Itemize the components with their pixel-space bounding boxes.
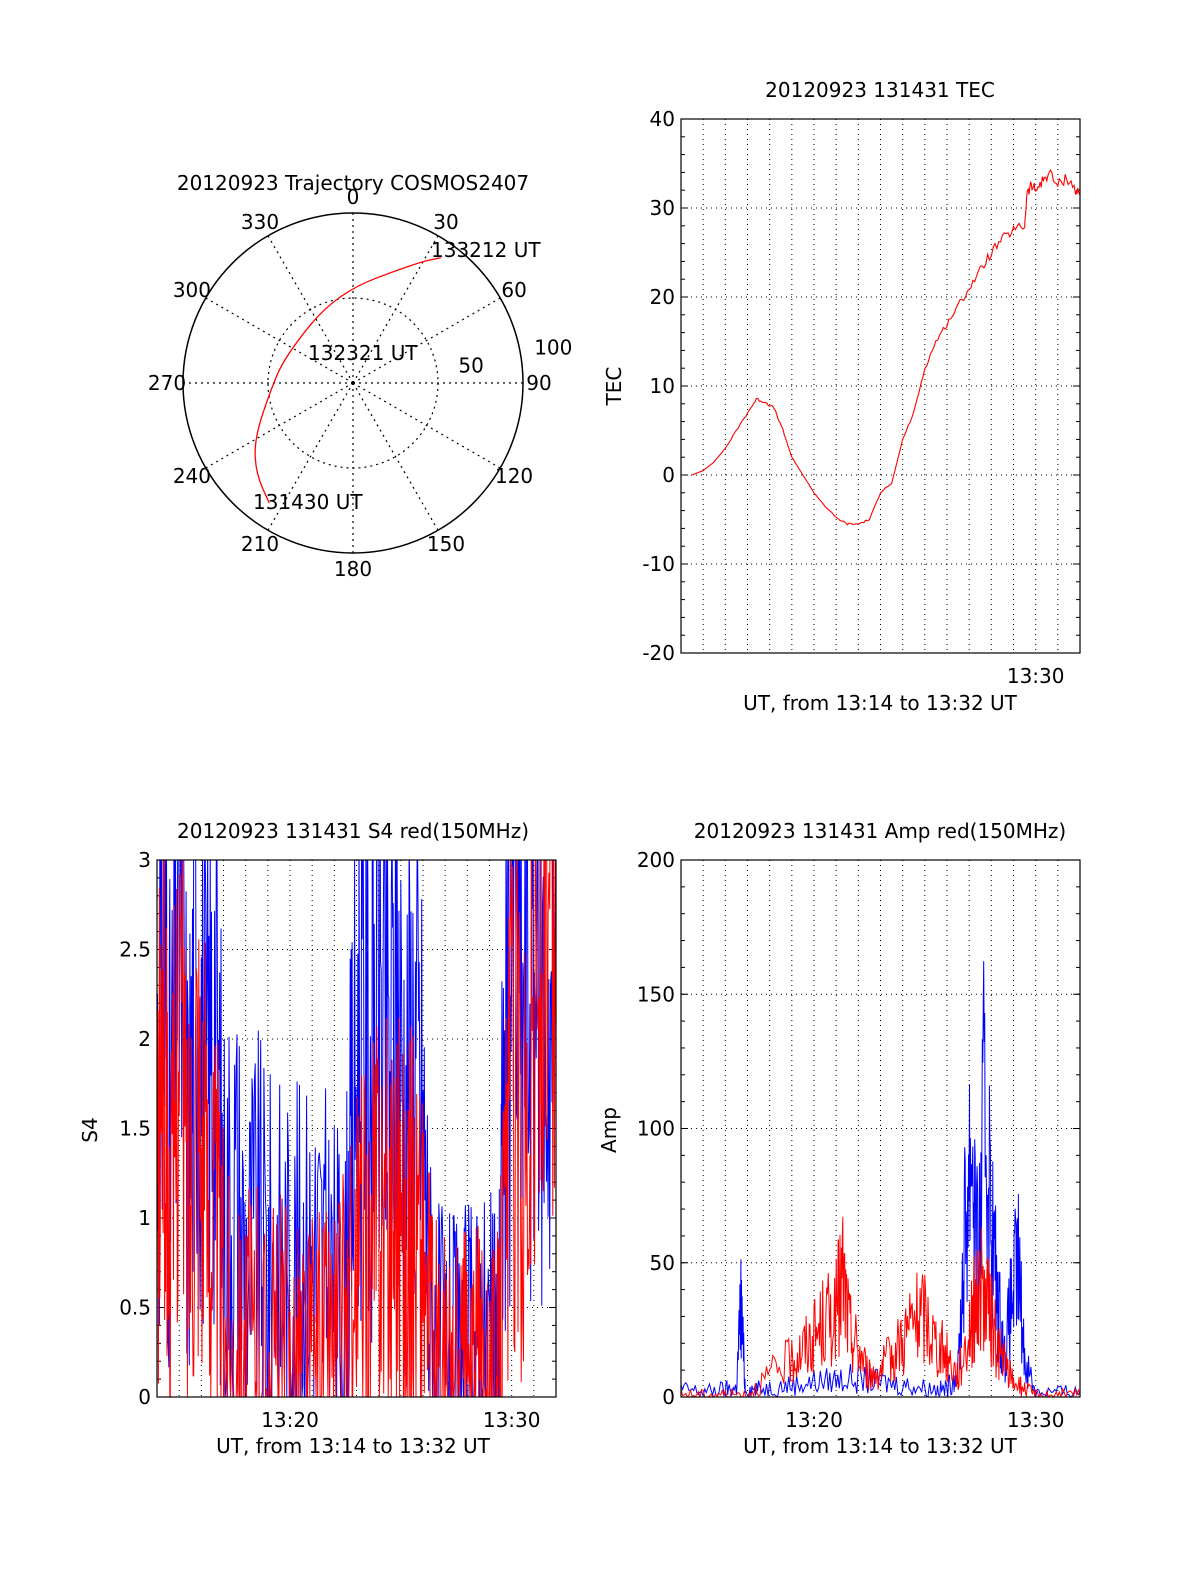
- y-tick-label: 2: [138, 1027, 151, 1051]
- plot-frame: [680, 118, 1081, 654]
- polar-trajectory-line: [254, 257, 441, 504]
- polar-spoke: [267, 235, 354, 384]
- y-tick-label: -20: [642, 641, 675, 665]
- amp-xlabel: UT, from 13:14 to 13:32 UT: [743, 1434, 1018, 1458]
- polar-spoke: [352, 382, 439, 531]
- series-line: [691, 168, 1080, 526]
- y-tick-label: 100: [637, 1117, 675, 1141]
- s4-ylabel: S4: [78, 1117, 102, 1142]
- s4-panel: 20120923 131431 S4 red(150MHz) S4 UT, fr…: [78, 819, 557, 1458]
- polar-spoke: [205, 382, 354, 469]
- polar-azimuth-label: 120: [495, 464, 533, 488]
- polar-title: 20120923 Trajectory COSMOS2407: [177, 171, 529, 195]
- x-tick-label: 13:30: [483, 1408, 541, 1432]
- series-line: [157, 860, 556, 1397]
- y-tick-label: 1: [138, 1206, 151, 1230]
- series-group: [157, 860, 556, 1397]
- polar-series: [254, 257, 441, 504]
- polar-azimuth-label: 300: [173, 278, 211, 302]
- series-group: [691, 168, 1080, 526]
- y-tick-label: 40: [650, 107, 675, 131]
- y-tick-label: 20: [650, 285, 675, 309]
- x-tick-label: 13:20: [785, 1408, 843, 1432]
- polar-azimuth-label: 210: [241, 532, 279, 556]
- polar-spoke: [352, 235, 439, 384]
- polar-spoke: [352, 297, 501, 384]
- y-tick-label: 0: [662, 463, 675, 487]
- tec-ylabel: TEC: [602, 367, 626, 407]
- polar-azimuth-label: 240: [173, 464, 211, 488]
- series-group: [681, 961, 1080, 1397]
- tec-xlabel: UT, from 13:14 to 13:32 UT: [743, 691, 1018, 715]
- amp-ylabel: Amp: [597, 1107, 621, 1153]
- x-tick-label: 13:30: [1007, 664, 1065, 688]
- polar-azimuth-label: 270: [148, 371, 186, 395]
- annotation-start-time: 131430 UT: [253, 490, 363, 514]
- series-line: [681, 1216, 1080, 1397]
- polar-zenith-label: 50: [458, 353, 483, 377]
- amp-panel: 20120923 131431 Amp red(150MHz) Amp UT, …: [597, 819, 1081, 1458]
- y-tick-label: -10: [642, 552, 675, 576]
- x-tick-label: 13:30: [1007, 1408, 1065, 1432]
- y-tick-label: 2.5: [119, 938, 151, 962]
- polar-azimuth-label: 0: [347, 185, 360, 209]
- polar-grid: [182, 212, 524, 554]
- y-tick-label: 30: [650, 196, 675, 220]
- s4-title: 20120923 131431 S4 red(150MHz): [177, 819, 529, 843]
- polar-azimuth-label: 180: [334, 557, 372, 581]
- y-tick-label: 0: [138, 1385, 151, 1409]
- trajectory-polar-panel: 20120923 Trajectory COSMOS2407 0 30 60 90 12…: [148, 171, 572, 581]
- tec-title: 20120923 131431 TEC: [765, 78, 995, 102]
- polar-spoke: [205, 297, 354, 384]
- annotation-end-time: 133212 UT: [431, 238, 541, 262]
- plot-frame: [680, 859, 1081, 1398]
- polar-spoke: [267, 382, 354, 531]
- y-tick-label: 10: [650, 374, 675, 398]
- polar-zenith-label: 100: [534, 336, 572, 360]
- polar-labels: 0 30 60 90 120 150 180 210 240 270 300 330 50 100: [148, 185, 572, 581]
- y-tick-label: 50: [650, 1251, 675, 1275]
- polar-azimuth-label: 90: [526, 371, 551, 395]
- y-tick-label: 0.5: [119, 1296, 151, 1320]
- x-tick-label: 13:20: [261, 1408, 319, 1432]
- amp-plot-area: 0 50 100 150 200 13:20 13:30: [637, 848, 1081, 1432]
- s4-plot-area: 0 0.5 1 1.5 2 2.5 3 13:20 13:30: [119, 848, 557, 1432]
- tec-plot-area: -20 -10 0 10 20 30 40 13:30: [642, 107, 1081, 688]
- y-tick-label: 0: [662, 1385, 675, 1409]
- polar-azimuth-label: 330: [241, 210, 279, 234]
- y-tick-label: 1.5: [119, 1117, 151, 1141]
- tec-panel: 20120923 131431 TEC TEC UT, from 13:14 t…: [602, 78, 1081, 715]
- annotation-mid-time: 132321 UT: [308, 341, 418, 365]
- polar-azimuth-label: 30: [433, 210, 458, 234]
- amp-title: 20120923 131431 Amp red(150MHz): [694, 819, 1066, 843]
- y-tick-label: 150: [637, 982, 675, 1006]
- polar-azimuth-label: 60: [501, 278, 526, 302]
- y-tick-label: 200: [637, 848, 675, 872]
- series-line: [681, 961, 1080, 1397]
- y-tick-label: 3: [138, 848, 151, 872]
- polar-spoke: [352, 382, 501, 469]
- s4-xlabel: UT, from 13:14 to 13:32 UT: [216, 1434, 491, 1458]
- polar-azimuth-label: 150: [427, 532, 465, 556]
- plot-frame: [156, 859, 557, 1398]
